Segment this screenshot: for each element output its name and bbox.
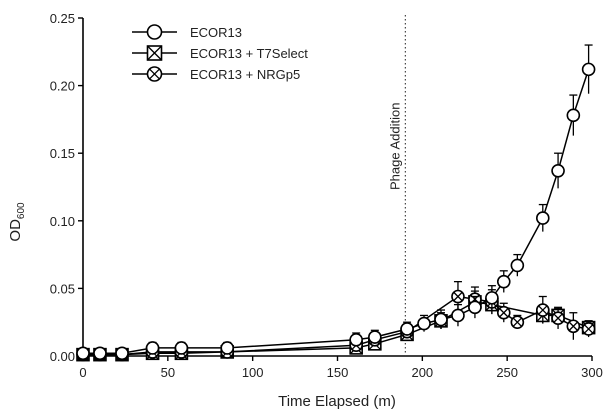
- circle-marker: [174, 341, 189, 355]
- chart-series: [76, 44, 596, 362]
- circle-marker: [468, 300, 482, 315]
- circle-x-marker-cross: [512, 317, 523, 327]
- y-axis-label-subscript: 600: [16, 202, 27, 219]
- y-tick-label: 0.15: [50, 146, 75, 161]
- x-tick-label: 0: [79, 365, 86, 380]
- circle-marker: [76, 346, 90, 361]
- x-tick-label: 100: [242, 365, 264, 380]
- circle-marker: [451, 308, 465, 323]
- circle-x-marker-cross: [568, 321, 579, 331]
- circle-marker: [146, 24, 163, 40]
- circle-x-marker-cross: [538, 305, 548, 315]
- y-tick-label: 0.00: [50, 349, 75, 364]
- legend-label: ECOR13 + T7Select: [190, 46, 308, 61]
- circle-marker: [93, 346, 107, 361]
- y-tick-label: 0.10: [50, 214, 75, 229]
- chart-axes: 0 50 100 150 200 250 300 0.00 0.05 0.10 0.15 0.20 0.…: [50, 11, 603, 380]
- phage-addition-label: Phage Addition: [387, 103, 402, 190]
- circle-marker: [551, 163, 565, 178]
- circle-marker: [581, 62, 596, 77]
- y-tick-label: 0.05: [50, 281, 75, 296]
- x-axis-label: Time Elapsed (m): [278, 393, 396, 410]
- circle-marker: [566, 108, 581, 123]
- circle-x-marker-cross: [583, 324, 594, 334]
- x-tick-label: 250: [496, 365, 518, 380]
- legend-entry: ECOR13 + T7Select: [132, 45, 308, 61]
- circle-marker: [349, 332, 363, 347]
- phage-annotation: Phage Addition: [387, 15, 406, 356]
- legend-entry: ECOR13: [132, 24, 242, 40]
- y-tick-label: 0.25: [50, 11, 75, 26]
- x-tick-label: 150: [327, 365, 349, 380]
- circle-marker: [496, 274, 511, 289]
- y-tick-label: 0.20: [50, 79, 75, 94]
- circle-marker: [535, 211, 550, 225]
- circle-x-marker-cross: [453, 291, 463, 302]
- y-axis-label-main: OD: [7, 219, 24, 242]
- circle-marker: [400, 322, 414, 336]
- legend-label: ECOR13: [190, 25, 242, 40]
- circle-marker: [368, 330, 382, 344]
- circle-marker: [434, 312, 448, 327]
- series-circle: [76, 44, 596, 361]
- circle-marker: [417, 316, 431, 331]
- x-tick-label: 300: [581, 365, 603, 380]
- y-axis-label: OD600: [7, 202, 27, 242]
- circle-marker: [220, 341, 235, 355]
- x-tick-label: 200: [411, 365, 433, 380]
- circle-x-marker-cross: [149, 68, 160, 80]
- circle-x-marker-cross: [553, 313, 563, 323]
- legend-entry: ECOR13 + NRGp5: [132, 66, 300, 82]
- circle-marker: [485, 291, 499, 305]
- chart-legend: ECOR13 ECOR13 + T7Select ECOR13 + NRGp5: [132, 24, 308, 82]
- square-x-marker-cross: [147, 45, 162, 61]
- x-tick-label: 50: [161, 365, 175, 380]
- series-line: [83, 69, 590, 355]
- circle-marker: [510, 258, 525, 273]
- circle-x-marker-cross: [499, 308, 509, 318]
- circle-marker: [115, 346, 129, 361]
- legend-label: ECOR13 + NRGp5: [190, 67, 300, 82]
- circle-marker: [145, 341, 160, 355]
